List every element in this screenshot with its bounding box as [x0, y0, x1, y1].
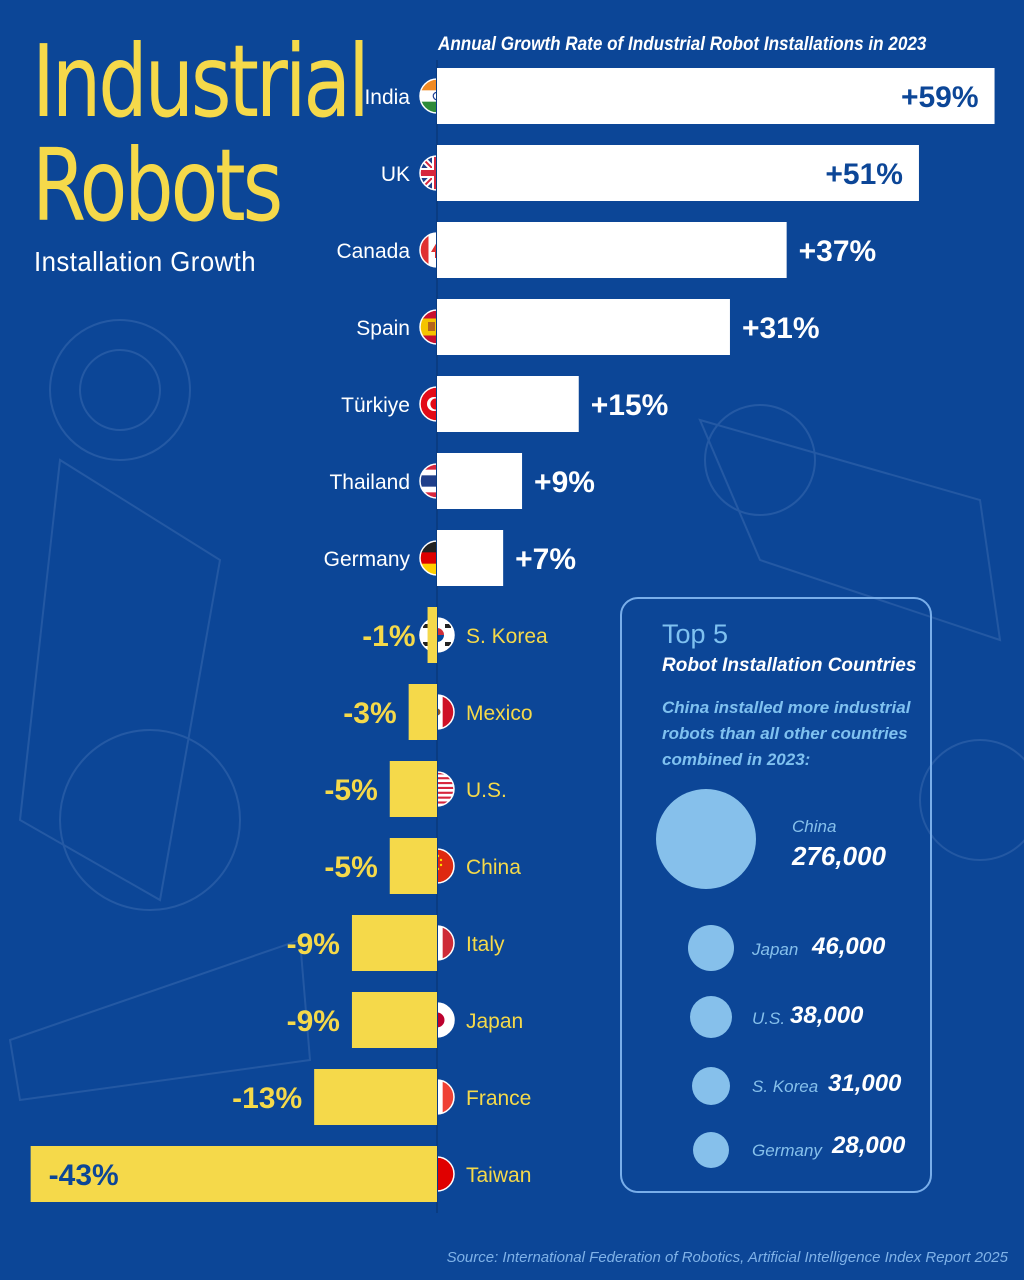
top5-note: China installed more industrial robots t… [662, 698, 911, 769]
value-label-5: +9% [534, 466, 595, 499]
value-label-8: -3% [343, 697, 396, 730]
bubble-label-us: U.S. [752, 1009, 786, 1028]
top5-subheading: Robot Installation Countries [662, 655, 917, 676]
bar-4 [437, 376, 579, 432]
value-label-0: +59% [901, 81, 979, 114]
category-label-7: S. Korea [466, 625, 548, 648]
bubble-value-s-korea: 31,000 [828, 1070, 902, 1097]
category-label-1: UK [381, 163, 410, 186]
category-label-10: China [466, 856, 521, 879]
bar-13 [314, 1069, 437, 1125]
bubble-japan [688, 925, 734, 971]
category-label-6: Germany [324, 548, 411, 571]
main-title-line1: Industrial [32, 23, 370, 140]
bubble-label-s-korea: S. Korea [752, 1077, 819, 1096]
value-label-6: +7% [515, 543, 576, 576]
value-label-14: -43% [49, 1159, 119, 1192]
top5-panel: Top 5 Robot Installation Countries China… [620, 597, 932, 1193]
category-label-8: Mexico [466, 702, 533, 725]
category-label-4: Türkiye [341, 394, 410, 417]
bar-7 [427, 607, 437, 663]
category-label-2: Canada [336, 240, 410, 263]
bar-5 [437, 453, 523, 509]
category-label-5: Thailand [329, 471, 410, 494]
bubble-label-germany: Germany [752, 1141, 822, 1160]
category-label-14: Taiwan [466, 1164, 531, 1187]
value-label-3: +31% [742, 312, 820, 345]
bubble-value-germany: 28,000 [832, 1132, 906, 1159]
category-label-13: France [466, 1087, 531, 1110]
category-label-9: U.S. [466, 779, 507, 802]
bar-9 [389, 761, 437, 817]
bar-6 [437, 530, 504, 586]
main-title-line2: Robots [32, 127, 283, 244]
value-label-10: -5% [324, 851, 377, 884]
value-label-13: -13% [232, 1082, 302, 1115]
bubble-value-japan: 46,000 [812, 933, 886, 960]
source-note: Source: International Federation of Robo… [446, 1249, 1008, 1266]
main-subtitle: Installation Growth [34, 246, 257, 277]
bar-0 [437, 68, 995, 124]
bar-10 [389, 838, 437, 894]
bubble-label-china: China [792, 817, 837, 836]
bubble-value-us: 38,000 [790, 1002, 864, 1029]
bar-8 [408, 684, 437, 740]
bubble-label-japan: Japan [752, 940, 799, 959]
category-label-12: Japan [466, 1010, 523, 1033]
value-label-11: -9% [287, 928, 340, 961]
bubble-china [656, 789, 756, 889]
robot-arm-background [8, 319, 1024, 1102]
value-label-12: -9% [287, 1005, 340, 1038]
bar-1 [437, 145, 919, 201]
value-label-4: +15% [591, 389, 669, 422]
value-label-7: -1% [362, 620, 415, 653]
bar-12 [351, 992, 437, 1048]
bar-11 [351, 915, 437, 971]
category-label-0: India [364, 86, 410, 109]
value-label-9: -5% [324, 774, 377, 807]
category-label-3: Spain [356, 317, 410, 340]
category-label-11: Italy [466, 933, 505, 956]
bubble-s-korea [692, 1067, 730, 1105]
value-label-1: +51% [825, 158, 903, 191]
value-label-2: +37% [799, 235, 877, 268]
bar-2 [437, 222, 787, 278]
bar-3 [437, 299, 730, 355]
bubble-value-china: 276,000 [792, 841, 886, 871]
chart-title: Annual Growth Rate of Industrial Robot I… [438, 34, 927, 55]
bar-14 [30, 1146, 438, 1202]
top5-heading: Top 5 [662, 619, 729, 649]
bubble-us [690, 996, 732, 1038]
bubble-germany [693, 1132, 729, 1168]
